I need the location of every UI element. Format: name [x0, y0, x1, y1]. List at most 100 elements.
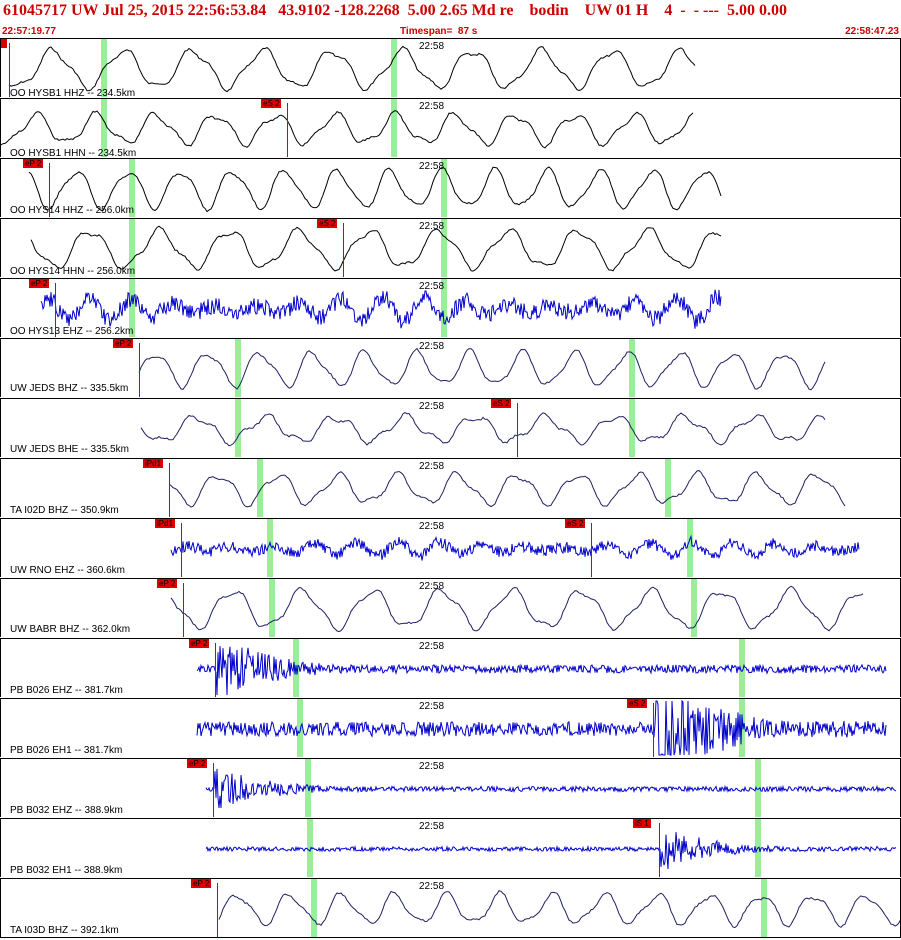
time-mark-label: 22:58: [419, 221, 445, 232]
channel-label: OO HYS13 EHZ -- 256.2km: [10, 326, 134, 337]
time-mark-label: 22:58: [419, 641, 445, 652]
waveform-line: [170, 534, 860, 561]
time-mark-label: 22:58: [419, 401, 445, 412]
channel-label: TA I02D BHZ -- 350.9km: [10, 505, 119, 516]
phase-pick-flag[interactable]: eS 2: [491, 399, 512, 408]
phase-pick-line[interactable]: [591, 523, 592, 577]
time-mark-label: 22:58: [419, 341, 445, 352]
channel-label: TA I03D BHZ -- 392.1km: [10, 925, 119, 936]
time-mark-label: 22:58: [419, 41, 445, 52]
time-mark-label: 22:58: [419, 101, 445, 112]
phase-pick-line[interactable]: [181, 523, 182, 577]
time-window-marker: [739, 639, 745, 697]
time-window-marker: [129, 159, 135, 217]
time-window-marker: [235, 339, 241, 397]
seismogram-trace: [8, 45, 696, 93]
time-mark-label: 22:58: [419, 701, 445, 712]
phase-pick-line[interactable]: [517, 403, 518, 457]
channel-label: OO HYSB1 HHN -- 234.5km: [10, 148, 137, 159]
phase-pick-flag[interactable]: [1, 39, 8, 48]
phase-pick-flag[interactable]: eP 2: [187, 759, 208, 768]
phase-pick-flag[interactable]: iPd1: [143, 459, 164, 468]
phase-pick-line[interactable]: [215, 643, 216, 697]
phase-pick-line[interactable]: [217, 883, 218, 937]
waveform-line: [205, 832, 897, 869]
waveform-panel[interactable]: 22:58 eS 2: [0, 698, 901, 757]
timespan-label: Timespan= 87 s: [400, 26, 478, 37]
channel-label: UW BABR BHZ -- 362.0km: [10, 624, 131, 635]
time-mark-label: 22:58: [419, 161, 445, 172]
seismogram-trace: [196, 699, 887, 756]
waveform-panel-list[interactable]: 22:58 OO HYSB1 HHZ -- 234.5km 22:58 eS 2 OO…: [0, 38, 901, 940]
channel-label: OO HYS14 HHN -- 256.0km: [10, 266, 136, 277]
time-mark-label: 22:58: [419, 521, 445, 532]
waveform-panel[interactable]: 22:58 eP 2: [0, 758, 901, 817]
phase-pick-line[interactable]: [183, 583, 184, 637]
channel-label: PB B032 EHZ -- 388.9km: [10, 805, 123, 816]
time-mark-label: 22:58: [419, 761, 445, 772]
phase-pick-line[interactable]: [659, 823, 660, 877]
phase-pick-flag[interactable]: iS 1: [633, 819, 651, 828]
waveform-line: [205, 768, 897, 808]
phase-pick-line[interactable]: [653, 703, 654, 757]
phase-pick-flag[interactable]: eP 2: [191, 879, 212, 888]
seismogram-trace: [30, 225, 722, 272]
phase-pick-flag[interactable]: eP 2: [113, 339, 134, 348]
seismogram-trace: [170, 585, 864, 633]
phase-pick-flag[interactable]: eS 2: [261, 99, 282, 108]
seismogram-trace: [218, 890, 900, 929]
phase-pick-line[interactable]: [343, 223, 344, 277]
phase-pick-line[interactable]: [169, 463, 170, 517]
waveform-panel[interactable]: 22:58 iPd1 eS 2: [0, 518, 901, 577]
channel-label: PB B032 EH1 -- 388.9km: [10, 865, 123, 876]
phase-pick-line[interactable]: [139, 343, 140, 397]
waveform-panel[interactable]: 22:58 iS 1: [0, 818, 901, 877]
seismogram-trace: [40, 289, 722, 329]
waveform-panel[interactable]: 22:58 eP 2: [0, 158, 901, 217]
time-window-marker: [129, 219, 135, 277]
waveform-panel[interactable]: 22:58 eP 2: [0, 878, 901, 938]
phase-pick-line[interactable]: [9, 43, 10, 97]
phase-pick-line[interactable]: [55, 283, 56, 337]
time-window-marker: [269, 579, 275, 637]
phase-pick-line[interactable]: [287, 103, 288, 157]
waveform-panel[interactable]: 22:58 eP 2: [0, 278, 901, 337]
time-window-marker: [307, 819, 313, 877]
phase-pick-flag[interactable]: eP 2: [29, 279, 50, 288]
seismogram-trace: [138, 347, 826, 391]
start-time: 22:57:19.77: [2, 26, 56, 37]
waveform-panel[interactable]: 22:58 eP 2: [0, 338, 901, 397]
phase-pick-flag[interactable]: eP 2: [189, 639, 210, 648]
time-window-marker: [235, 399, 241, 457]
phase-pick-flag[interactable]: eS 2: [565, 519, 586, 528]
phase-pick-line[interactable]: [49, 163, 50, 217]
waveform-panel[interactable]: 22:58: [0, 38, 901, 97]
time-mark-label: 22:58: [419, 821, 445, 832]
channel-label: UW JEDS BHE -- 335.5km: [10, 444, 129, 455]
waveform-panel[interactable]: 22:58 eS 2: [0, 218, 901, 277]
channel-label: OO HYS14 HHZ -- 256.0km: [10, 205, 134, 216]
seismogram-trace: [28, 166, 722, 213]
waveform-panel[interactable]: 22:58 eS 2: [0, 98, 901, 157]
seismogram-trace: [205, 768, 897, 808]
time-window-marker: [311, 879, 317, 937]
seismogram-trace: [205, 832, 897, 869]
waveform-panel[interactable]: 22:58 eS 2: [0, 398, 901, 457]
phase-pick-flag[interactable]: eP 2: [157, 579, 178, 588]
phase-pick-flag[interactable]: eS 2: [317, 219, 338, 228]
phase-pick-flag[interactable]: eP 2: [23, 159, 44, 168]
seismogram-trace: [170, 534, 860, 561]
waveform-panel[interactable]: 22:58 iPd1: [0, 458, 901, 517]
time-window-marker: [691, 579, 697, 637]
phase-pick-line[interactable]: [213, 763, 214, 817]
seismogram-trace: [1, 110, 694, 149]
time-window-marker: [267, 519, 273, 577]
seismogram-trace: [168, 470, 846, 508]
phase-pick-flag[interactable]: iPd1: [155, 519, 176, 528]
waveform-line: [40, 289, 722, 329]
channel-label: UW RNO EHZ -- 360.6km: [10, 565, 126, 576]
waveform-line: [1, 110, 694, 149]
waveform-panel[interactable]: 22:58 eP 2: [0, 638, 901, 697]
waveform-panel[interactable]: 22:58 eP 2: [0, 578, 901, 637]
phase-pick-flag[interactable]: eS 2: [627, 699, 648, 708]
